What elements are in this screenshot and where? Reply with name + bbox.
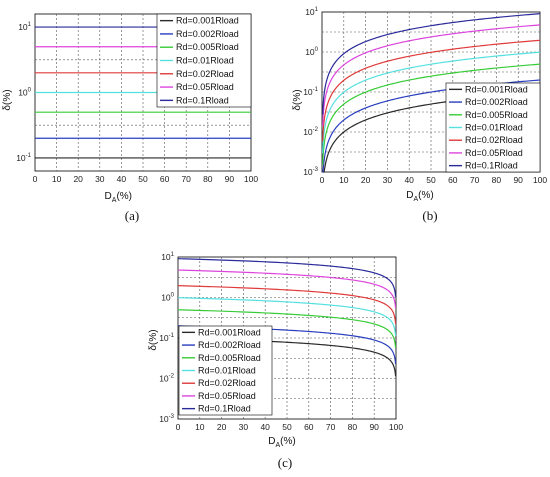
x-tick-label: 20 <box>361 175 371 185</box>
x-tick-label: 40 <box>404 175 414 185</box>
legend-entry: Rd=0.005Rload <box>176 42 239 52</box>
legend-entry: Rd=0.1Rload <box>465 161 518 171</box>
series-line-4 <box>322 51 541 154</box>
x-tick-label: 10 <box>195 422 205 432</box>
caption-b: (b) <box>422 208 437 223</box>
x-tick-label: 80 <box>203 174 213 184</box>
x-tick-label: 10 <box>339 175 349 185</box>
legend-entry: Rd=0.05Rload <box>176 82 234 92</box>
legend-entry: Rd=0.01Rload <box>198 366 256 376</box>
legend-entry: Rd=0.005Rload <box>465 110 528 120</box>
y-tick-label: 101 <box>161 252 174 262</box>
x-tick-label: 50 <box>426 175 436 185</box>
xlabel-a-main: DA(%) <box>105 191 132 204</box>
x-tick-label: 70 <box>470 175 480 185</box>
y-tick-label: 10-3 <box>303 167 318 177</box>
legend-entry: Rd=0.005Rload <box>198 353 261 363</box>
legend-entry: Rd=0.1Rload <box>198 404 251 414</box>
x-tick-label: 30 <box>383 175 393 185</box>
legend-entry: Rd=0.001Rload <box>198 327 261 337</box>
x-tick-label: 50 <box>282 422 292 432</box>
xlabel-b-main: DA(%) <box>406 190 433 203</box>
x-tick-label: 20 <box>217 422 227 432</box>
y-tick-label: 10-1 <box>303 87 318 97</box>
ticks-b: 0 10 20 30 40 50 60 70 80 90 100 10-3 10-2 10-1 100 101 <box>303 7 547 185</box>
series-line-3 <box>322 63 541 166</box>
caption-c: (c) <box>278 455 292 470</box>
series-line-4 <box>177 297 397 336</box>
y-tick-label: 101 <box>18 22 31 32</box>
x-tick-label: 90 <box>513 175 523 185</box>
series-line-6 <box>177 269 397 309</box>
x-tick-label: 60 <box>448 175 458 185</box>
series-line-6 <box>322 24 541 126</box>
legend-entry: Rd=0.001Rload <box>176 16 239 26</box>
x-tick-label: 60 <box>304 422 314 432</box>
x-tick-label: 30 <box>95 174 105 184</box>
legend-entry: Rd=0.002Rload <box>176 29 239 39</box>
legend-entry: Rd=0.05Rload <box>198 391 256 401</box>
legend-b: Rd=0.001Rload Rd=0.002Rload Rd=0.005Rload R… <box>445 82 541 173</box>
chart-panel-a: 0 10 20 30 40 50 60 70 80 90 100 10-1 100 101 Rd=0.00… <box>2 13 258 223</box>
ylabel-c: δ(%) <box>148 329 159 350</box>
x-tick-label: 80 <box>348 422 358 432</box>
legend-entry: Rd=0.002Rload <box>198 340 261 350</box>
x-tick-label: 50 <box>138 174 148 184</box>
y-tick-label: 100 <box>305 47 318 57</box>
series-line-7 <box>177 258 397 297</box>
x-tick-label: 90 <box>369 422 379 432</box>
y-tick-label: 101 <box>305 7 318 17</box>
series-group-b <box>322 13 541 173</box>
x-tick-label: 0 <box>176 422 181 432</box>
legend-entry: Rd=0.001Rload <box>465 84 528 94</box>
x-tick-label: 80 <box>492 175 502 185</box>
ylabel-b: δ(%) <box>292 89 303 110</box>
chart-panel-b: 0 10 20 30 40 50 60 70 80 90 100 10-3 10-2 10-1 100 101… <box>292 7 547 223</box>
legend-entry: Rd=0.002Rload <box>465 97 528 107</box>
legend-entry: Rd=0.02Rload <box>176 69 234 79</box>
legend-c: Rd=0.001Rload Rd=0.002Rload Rd=0.005Rload R… <box>178 325 273 416</box>
x-tick-label: 60 <box>160 174 170 184</box>
x-tick-label: 70 <box>326 422 336 432</box>
x-tick-label: 100 <box>389 422 403 432</box>
x-tick-label: 0 <box>33 174 38 184</box>
y-tick-label: 100 <box>18 88 31 98</box>
y-tick-label: 10-1 <box>16 153 31 163</box>
x-tick-label: 40 <box>260 422 270 432</box>
series-line-3 <box>177 309 397 349</box>
x-tick-label: 90 <box>225 174 235 184</box>
x-tick-label: 70 <box>181 174 191 184</box>
y-tick-label: 10-1 <box>159 333 174 343</box>
y-tick-label: 10-2 <box>159 374 174 384</box>
y-tick-label: 10-2 <box>303 127 318 137</box>
legend-entry: Rd=0.01Rload <box>176 56 234 66</box>
xlabel-c-main: DA(%) <box>268 436 295 449</box>
legend-entry: Rd=0.05Rload <box>465 148 523 158</box>
ylabel-a: δ(%) <box>2 89 13 110</box>
legend-a: Rd=0.001Rload Rd=0.002Rload Rd=0.005Rload R… <box>156 13 252 108</box>
caption-a: (a) <box>125 208 139 223</box>
chart-panel-c: 0 10 20 30 40 50 60 70 80 90 100 10-3 10-2 10-1 100 101… <box>148 252 403 470</box>
y-tick-label: 100 <box>161 293 174 303</box>
x-tick-label: 30 <box>239 422 249 432</box>
series-line-5 <box>177 285 397 324</box>
legend-entry: Rd=0.1Rload <box>176 95 229 105</box>
y-tick-label: 10-3 <box>159 414 174 424</box>
series-line-7 <box>322 13 541 115</box>
x-tick-label: 10 <box>52 174 62 184</box>
ticks-a: 0 10 20 30 40 50 60 70 80 90 100 10-1 100 101 <box>16 22 258 184</box>
series-line-5 <box>322 39 541 142</box>
x-tick-label: 100 <box>533 175 547 185</box>
legend-entry: Rd=0.01Rload <box>465 123 523 133</box>
legend-entry: Rd=0.02Rload <box>465 135 523 145</box>
legend-entry: Rd=0.02Rload <box>198 378 256 388</box>
x-tick-label: 20 <box>73 174 83 184</box>
ticks-c: 0 10 20 30 40 50 60 70 80 90 100 10-3 10-2 10-1 100 101 <box>159 252 403 432</box>
x-tick-label: 0 <box>320 175 325 185</box>
x-tick-label: 40 <box>117 174 127 184</box>
x-tick-label: 100 <box>244 174 258 184</box>
